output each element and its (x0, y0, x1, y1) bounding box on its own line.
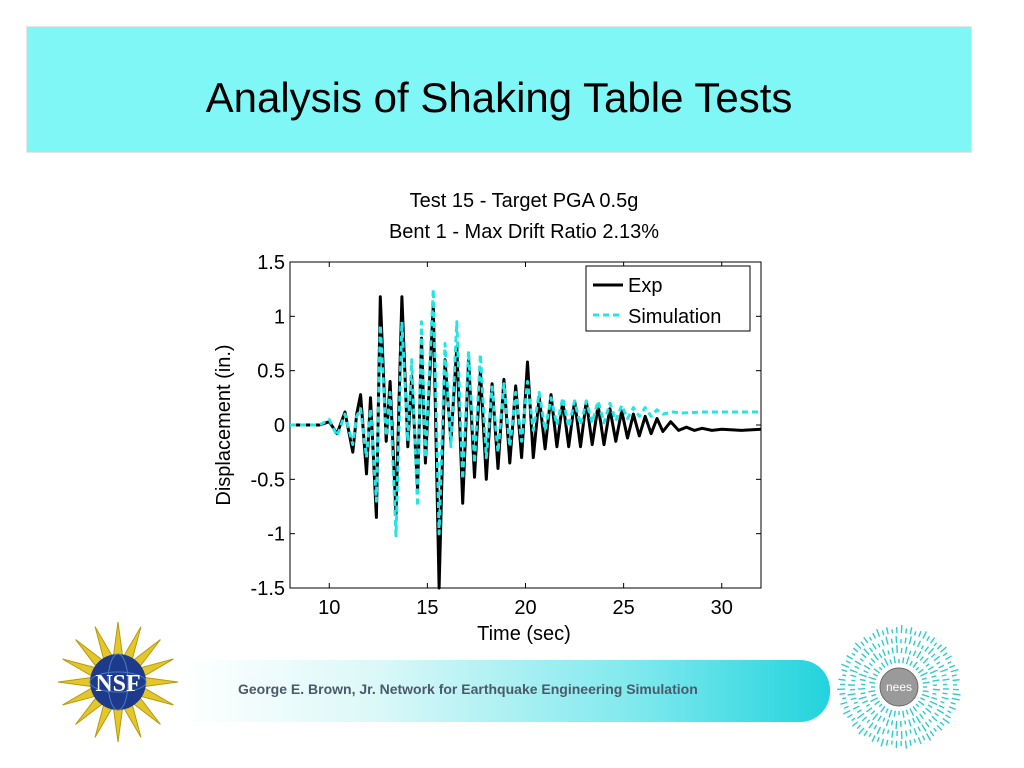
series-line-simulation (290, 287, 761, 538)
y-tick-label: -0.5 (251, 469, 285, 491)
nees-spikes-icon (837, 625, 961, 749)
legend-box (585, 265, 751, 332)
series-layer (290, 287, 762, 590)
chart-title-line-1: Test 15 - Target PGA 0.5g (410, 190, 639, 212)
nsf-rays-icon (57, 621, 179, 743)
x-tick-label: 25 (613, 597, 635, 619)
nsf-logo-text: NSF (95, 671, 140, 697)
x-tick-label: 10 (318, 597, 340, 619)
y-tick-label: 0.5 (257, 361, 285, 383)
footer-text: George E. Brown, Jr. Network for Earthqu… (238, 681, 698, 697)
footer-band: George E. Brown, Jr. Network for Earthqu… (180, 660, 830, 722)
y-axis-label: Displacement (in.) (213, 344, 235, 505)
title-bar: Analysis of Shaking Table Tests (26, 26, 972, 153)
y-tick-label: 0 (274, 415, 285, 437)
nsf-logo: NSF (57, 621, 179, 743)
y-tick-label: -1.5 (251, 578, 285, 600)
x-tick-label: 30 (711, 597, 733, 619)
nsf-globe-icon (90, 654, 146, 710)
x-tick-label: 15 (416, 597, 438, 619)
slide-title: Analysis of Shaking Table Tests (205, 74, 793, 121)
x-tick-label: 20 (514, 597, 536, 619)
y-tick-label: -1 (267, 524, 285, 546)
chart: Test 15 - Target PGA 0.5g Bent 1 - Max D… (213, 190, 762, 645)
nees-logo: nees (837, 625, 961, 749)
legend: Exp Simulation (585, 265, 751, 332)
y-tick-label: 1.5 (257, 252, 285, 274)
y-tick-label: 1 (274, 306, 285, 328)
legend-label-simulation: Simulation (628, 306, 721, 328)
chart-title-line-2: Bent 1 - Max Drift Ratio 2.13% (389, 221, 659, 243)
legend-label-exp: Exp (628, 275, 662, 297)
nees-logo-text: nees (886, 680, 912, 694)
x-axis-label: Time (sec) (477, 623, 571, 645)
nees-center-icon (879, 667, 919, 707)
